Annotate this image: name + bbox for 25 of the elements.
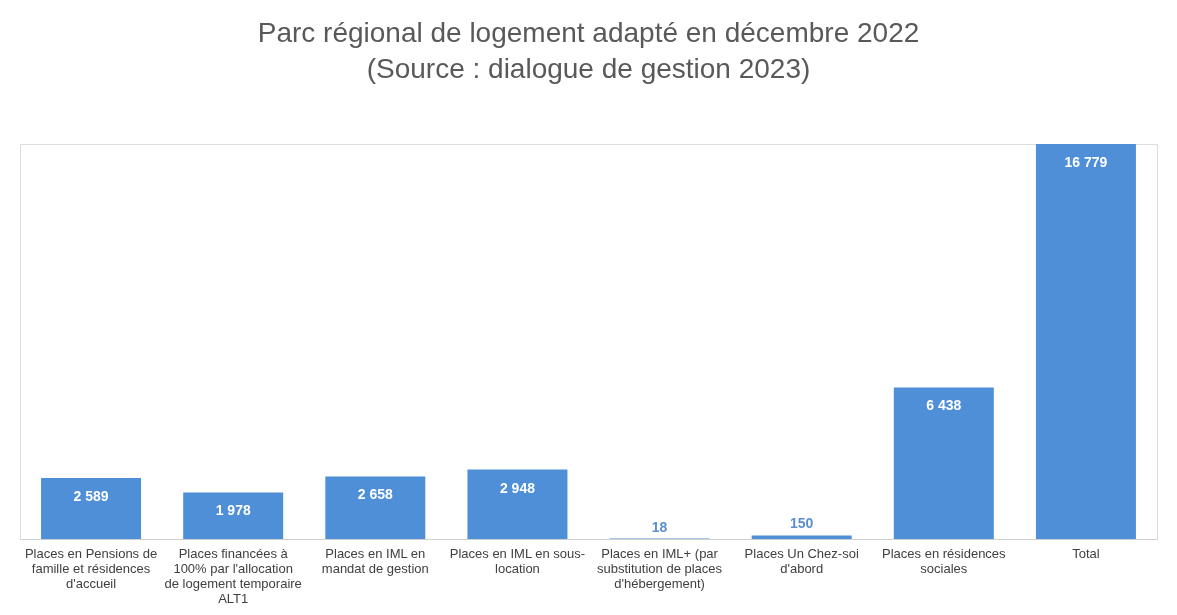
x-tick-label: Places en IML en mandat de gestion [321,545,429,576]
bar [183,492,284,539]
data-label: 18 [651,518,668,535]
x-tick-label: Places en IML en sous-location [449,545,586,576]
data-label: 16 779 [1064,154,1108,170]
x-tick-label: Places Un Chez-soi d'abord [744,545,859,576]
x-tick-label: Places financées à 100% par l'allocation de logement temporaire ALT1 [164,545,302,606]
bar [325,476,426,539]
bar [41,478,142,539]
x-tick-label: Total [1072,545,1100,561]
chart-title: Parc régional de logement adapté en décembre 2022 [257,17,920,48]
data-label: 2 589 [73,488,109,505]
data-label: 2 658 [357,486,394,503]
x-tick-label: Places en Pensions de famille et résidences d'accueil [24,545,158,591]
bar [467,469,568,539]
bar [751,535,852,539]
bar [893,387,994,539]
x-tick-label: Places en IML+ (par substitution de places d'hébergement) [597,545,723,591]
x-tick-label: Places en résidences sociales [882,545,1007,576]
chart-subtitle: (Source : dialogue de gestion 2023) [366,53,811,84]
data-label: 6 438 [926,397,962,414]
data-label: 2 948 [499,479,536,496]
data-label: 1 978 [215,502,251,519]
bar [1035,144,1136,539]
data-label: 150 [790,515,814,532]
